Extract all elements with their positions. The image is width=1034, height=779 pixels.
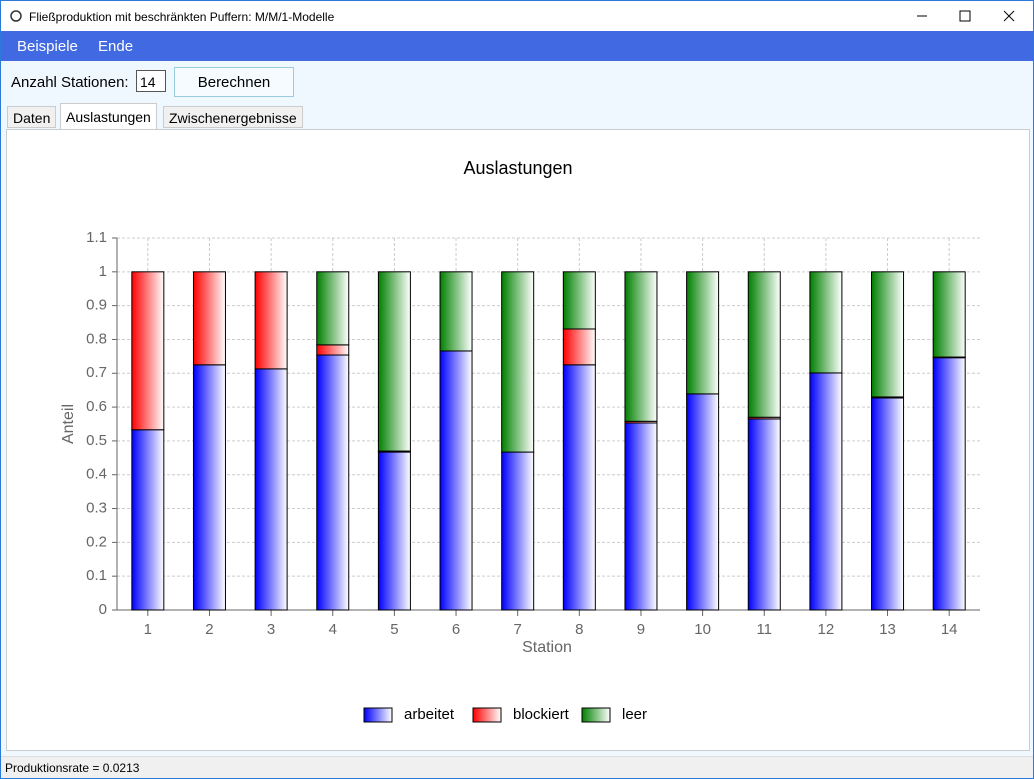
x-tick-label: 14 — [941, 621, 958, 638]
title-bar: Fließproduktion mit beschränkten Puffern… — [1, 1, 1033, 31]
bar-segment — [932, 357, 966, 611]
y-tick-label: 0.9 — [86, 297, 107, 314]
legend-swatch — [472, 707, 502, 723]
window-title: Fließproduktion mit beschränkten Puffern… — [29, 10, 335, 24]
y-tick-label: 0.2 — [86, 533, 107, 550]
x-tick-label: 8 — [575, 621, 583, 638]
legend-label: arbeitet — [404, 706, 455, 723]
x-tick-label: 9 — [637, 621, 645, 638]
chart-title: Auslastungen — [463, 158, 572, 178]
y-tick-label: 0.8 — [86, 330, 107, 347]
bar-segment — [377, 271, 411, 452]
bar-segment — [501, 451, 535, 611]
bar-segment — [562, 328, 596, 366]
bar-segment — [562, 271, 596, 330]
y-tick-label: 0.4 — [86, 466, 107, 483]
x-tick-label: 3 — [267, 621, 275, 638]
bar-segment — [809, 372, 843, 611]
x-tick-label: 6 — [452, 621, 460, 638]
x-tick-label: 12 — [818, 621, 835, 638]
y-tick-label: 0.1 — [86, 567, 107, 584]
y-tick-label: 0.6 — [86, 398, 107, 415]
bar-segment — [686, 271, 720, 395]
bar-segment — [254, 368, 288, 611]
legend-label: leer — [622, 706, 647, 723]
tab-panel: Auslastungen Station Anteil 0 0.1 0.2 0.3 0.… — [6, 129, 1030, 751]
menu-item[interactable]: Ende — [98, 38, 134, 55]
bar-segment — [932, 271, 966, 358]
x-tick-label: 5 — [390, 621, 398, 638]
x-axis-label: Station — [522, 639, 572, 656]
bar-segment — [809, 271, 843, 374]
bar-segment — [439, 271, 473, 352]
bar-segment — [624, 422, 658, 611]
y-tick-label: 0.7 — [86, 364, 107, 381]
stations-input[interactable]: 14 — [136, 70, 166, 92]
bar-segment — [871, 397, 905, 611]
bar-segment — [254, 271, 288, 370]
tab[interactable]: Zwischenergebnisse — [163, 106, 303, 128]
bar-segment — [131, 271, 165, 431]
y-tick-label: 0.5 — [86, 432, 107, 449]
bar-segment — [747, 271, 781, 418]
bar-segment — [316, 354, 350, 611]
bar-segment — [501, 271, 535, 453]
tab-active[interactable]: Auslastungen — [60, 103, 157, 130]
bar-segment — [686, 393, 720, 611]
bar-segment — [192, 271, 226, 366]
x-tick-label: 11 — [756, 621, 772, 638]
x-tick-label: 10 — [694, 621, 711, 638]
x-tick-label: 2 — [205, 621, 213, 638]
y-tick-label: 1.1 — [86, 229, 107, 246]
legend-swatch — [581, 707, 611, 723]
y-axis-label: Anteil — [60, 404, 77, 444]
y-tick-label: 0 — [99, 601, 107, 618]
chart: Auslastungen Station Anteil 0 0.1 0.2 0.3 0.… — [60, 158, 980, 723]
bar-segment — [747, 418, 781, 611]
bar-segment — [562, 364, 596, 611]
window-buttons[interactable] — [901, 1, 1033, 31]
bar-segment — [624, 271, 658, 422]
menu-item[interactable]: Beispiele — [17, 38, 78, 55]
bar-segment — [316, 271, 350, 346]
x-tick-label: 7 — [514, 621, 522, 638]
bar-segment — [131, 429, 165, 611]
x-tick-label: 13 — [879, 621, 896, 638]
bar-segment — [192, 364, 226, 611]
tab[interactable]: Daten — [7, 106, 57, 128]
bar-segment — [377, 451, 411, 611]
legend-swatch — [363, 707, 393, 723]
y-tick-label: 0.3 — [86, 500, 107, 517]
bar-segment — [439, 350, 473, 611]
x-tick-label: 4 — [329, 621, 337, 638]
bar-segment — [871, 271, 905, 398]
x-tick-label: 1 — [144, 621, 152, 638]
calculate-button[interactable]: Berechnen — [174, 67, 294, 97]
y-tick-label: 1 — [99, 263, 107, 280]
status-bar: Produktionsrate = 0.0213 — [1, 756, 1033, 778]
stations-label: Anzahl Stationen: — [11, 74, 129, 91]
app-icon — [10, 10, 22, 22]
bar-segment — [316, 344, 350, 356]
menu-bar: Beispiele Ende — [1, 31, 1033, 61]
legend-label: blockiert — [513, 706, 570, 723]
